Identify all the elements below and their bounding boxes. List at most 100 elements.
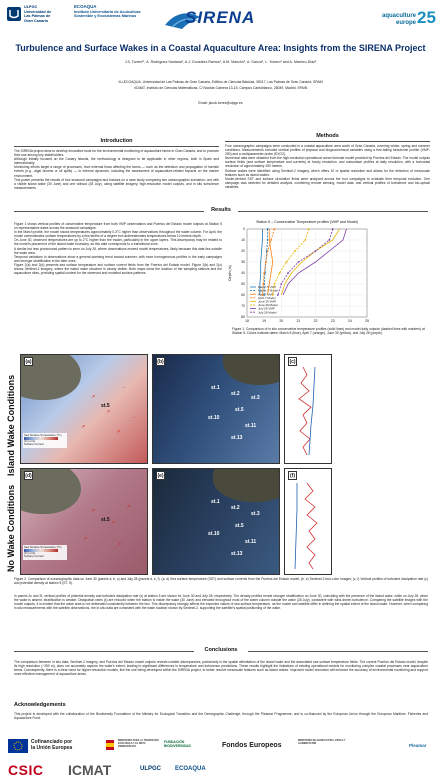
data-point [278,272,281,274]
current-arrow: ↗ [83,536,88,542]
panel-d-legend: Sea Surface Temperature (ºC) (0.1 m/s) S… [23,545,67,560]
icmat-logo-text: ICMAT [68,762,112,778]
affiliation-2: ²ICMAT, Instituto de Ciencias Matemática… [133,86,308,90]
panel-f-letter: (f) [288,471,297,480]
series-line [282,228,347,296]
y-tick-label: 50 [241,282,245,286]
conclusions-rule-left [14,651,194,652]
data-point [263,294,266,296]
panel-c-letter: (c) [288,357,297,366]
data-point [271,294,274,296]
panel-d-sst-map: (d) ↗ ↗ ↗ ↗ ↗ st.5 Sea Surface Temperatu… [20,468,148,575]
station-label: st.1 [211,385,220,391]
conference-number: 25 [417,8,436,27]
sst-colorbar [24,437,58,440]
data-point [307,228,310,230]
current-arrow: ↗ [91,508,96,514]
data-point [297,261,300,263]
methods-heading: Methods [316,133,339,139]
y-tick-label: 0 [243,227,245,231]
x-tick-label: 19 [262,319,266,323]
results-rule-right [238,211,428,212]
ministry-text: MINISTERIO PARA LA TRANSICIÓN ECOLÓGICA … [118,739,159,748]
results-heading: Results [211,207,231,213]
x-tick-label: 20 [279,319,283,323]
conclusions-heading: Conclusions [204,647,238,653]
current-arrow: ↗ [111,520,116,526]
current-arrow: ↗ [117,542,122,548]
dissipation-profile-june [298,366,316,456]
station-label: st.5 [101,403,110,409]
poster-title: Turbulence and Surface Wakes in a Coasta… [15,43,426,53]
panel-f-profile: (f) [284,468,332,575]
panel-a-legend: Sea Surface Temperature (ºC) (0.1 m/s) S… [23,433,67,448]
affiliation-1: ¹IU-ECOAQUA, Universidad de Las Palmas d… [118,80,323,84]
ulpgc-wordmark: ULPGC Universidad de Las Palmas de Gran … [24,5,52,23]
introduction-heading: Introduction [100,138,133,144]
data-point [276,294,279,296]
data-point [266,250,269,252]
y-tick-label: 30 [241,260,245,264]
station-label: st.1 [211,499,220,505]
station-label: st.11 [245,423,257,429]
ecoaqua-wordmark: ECOAQUA Instituto Universitario de Acuic… [74,4,141,18]
acknowledgements-heading: Acknowledgements [14,702,66,708]
conference-name: aquaculture europe [381,13,416,26]
y-tick-label: 10 [241,238,245,242]
station-label: st.11 [245,539,257,545]
data-point [280,283,283,285]
data-point [294,250,296,252]
y-tick-label: 70 [241,304,245,308]
x-tick-label: 22 [314,319,318,323]
sponsor-logos: Cofinanciado por la Unión Europea MINIST… [0,734,441,784]
sst-colorbar [24,549,58,552]
eu-flag-icon [8,739,28,753]
x-tick-label: 21 [296,319,300,323]
acknowledgements-body: This project is developed with the colla… [14,712,428,721]
data-point [273,228,276,230]
panel-e-letter: (e) [156,471,165,480]
data-point [331,228,334,230]
current-arrow: ↗ [106,409,111,415]
panel-e-sentinel-image: (e) st.1 st.2 st.3 st.5 st.10 st.11 st.1… [152,468,280,575]
station-label: st.3 [251,395,260,401]
introduction-rule [14,146,219,147]
station-label: st.13 [231,551,243,557]
results-discussion: In panels 2c and 2f, vertical profiles o… [14,594,428,611]
data-point [314,250,317,252]
figure1-chart: 18 19 20 21 22 23 24 25 0 10 20 30 40 50 60 70 80 Station… [225,217,373,325]
station-label: st.2 [231,391,240,397]
methods-body: Four oceanographic campaigns were conduc… [225,144,430,189]
panel-b-sentinel-image: (b) st.1 st.2 st.3 st.5 st.10 st.11 st.1… [152,354,280,464]
conclusions-rule-right [248,651,428,652]
y-tick-label: 80 [241,315,245,319]
results-rule-left [14,211,204,212]
current-arrow: ↗ [81,424,86,430]
current-arrow: ↗ [91,394,96,400]
y-tick-label: 20 [241,249,245,253]
y-tick-label: 60 [241,293,245,297]
sirena-logo-icon [165,13,200,29]
x-tick-label: 23 [331,319,335,323]
station-label: st.3 [251,511,260,517]
series-line [267,229,274,296]
spain-crest-icon [106,740,114,750]
panel-d-letter: (d) [24,471,33,480]
series-line [259,229,263,295]
current-arrow: → [121,384,126,390]
data-point [262,283,265,285]
no-wake-label: No Wake Conditions [6,484,16,572]
x-tick-label: 25 [365,319,369,323]
conclusions-body: The comparison between in situ data, Sen… [14,660,428,677]
current-arrow: → [131,414,136,420]
project-name: SIRENA [185,8,256,27]
contact-email: Email: jacob.torres@ulpgc.es [198,101,243,105]
results-body: Figure 1 shows vertical profiles of cons… [14,222,222,276]
legend-entry: July 28 VMP [258,307,275,311]
station-label: st.5 [235,407,244,413]
data-point [261,294,264,296]
mapa-ministry-text: MINISTERIO DE AGRICULTURA, PESCA Y ALIME… [298,739,346,745]
introduction-body: The SIRENA project aims to develop innov… [14,149,219,190]
station-label: st.5 [235,523,244,529]
data-point [270,239,272,241]
